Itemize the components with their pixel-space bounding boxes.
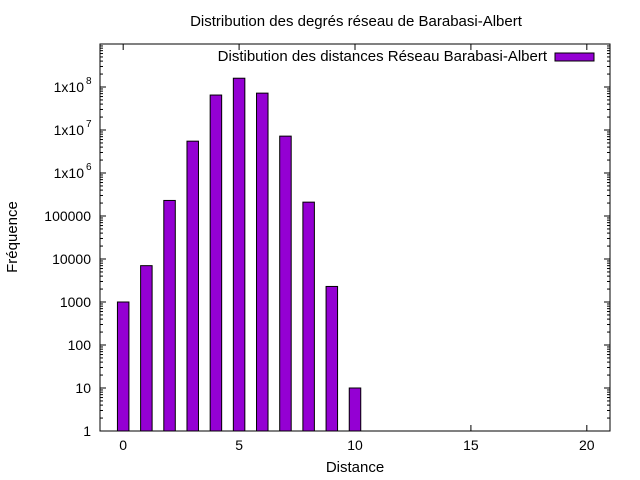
y-tick-label: 10	[75, 380, 91, 396]
bar	[140, 265, 153, 432]
bar	[256, 92, 269, 432]
x-tick-label: 5	[235, 437, 243, 453]
legend: Distibution des distances Réseau Barabas…	[218, 48, 595, 65]
plot-frame	[99, 43, 611, 432]
y-tick-label: 1x10	[54, 122, 85, 138]
x-tick-label: 15	[463, 437, 479, 453]
bar-series	[116, 77, 362, 432]
x-tick-label: 10	[347, 437, 363, 453]
y-tick-label: 100	[68, 337, 92, 353]
y-tick-exponent: 8	[86, 76, 92, 87]
legend-label: Distibution des distances Réseau Barabas…	[218, 48, 548, 65]
bar	[325, 285, 339, 432]
y-tick-label: 10000	[52, 251, 91, 267]
bar	[348, 387, 362, 432]
bar	[116, 301, 130, 432]
x-tick-label: 20	[579, 437, 595, 453]
y-tick-label: 1x10	[54, 165, 85, 181]
y-tick-label: 1x10	[54, 79, 85, 95]
y-tick-exponent: 7	[86, 119, 92, 130]
bar	[163, 199, 176, 432]
bar	[186, 140, 199, 432]
bar	[209, 94, 223, 432]
y-tick-label: 1000	[60, 294, 91, 310]
y-tick-label: 1	[83, 423, 91, 439]
legend-swatch	[554, 52, 595, 62]
x-tick-label: 0	[119, 437, 127, 453]
y-tick-exponent: 6	[86, 162, 92, 173]
y-axis-label: Fréquence	[4, 201, 21, 273]
bar	[302, 201, 315, 432]
y-tick-label: 100000	[44, 208, 91, 224]
bar	[279, 135, 292, 432]
chart-title: Distribution des degrés réseau de Baraba…	[190, 13, 523, 30]
x-axis-label: Distance	[326, 459, 384, 476]
bar	[232, 77, 246, 432]
